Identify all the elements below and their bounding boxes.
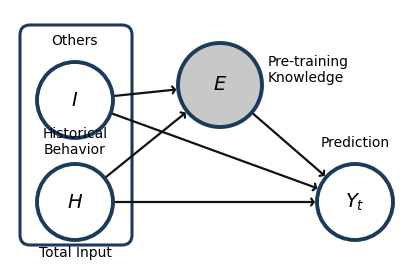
Text: Historical
Behavior: Historical Behavior xyxy=(43,127,107,157)
FancyBboxPatch shape xyxy=(20,25,132,245)
Text: $E$: $E$ xyxy=(212,76,226,95)
Text: Prediction: Prediction xyxy=(320,136,389,150)
Circle shape xyxy=(37,62,113,138)
Text: Total Input: Total Input xyxy=(38,246,111,260)
Text: $Y_t$: $Y_t$ xyxy=(344,191,364,213)
Text: $H$: $H$ xyxy=(67,193,83,211)
Text: $I$: $I$ xyxy=(71,90,79,109)
Circle shape xyxy=(177,43,261,127)
Circle shape xyxy=(37,164,113,240)
Text: Pre-training
Knowledge: Pre-training Knowledge xyxy=(267,55,348,85)
Text: Others: Others xyxy=(51,34,98,48)
Circle shape xyxy=(316,164,392,240)
